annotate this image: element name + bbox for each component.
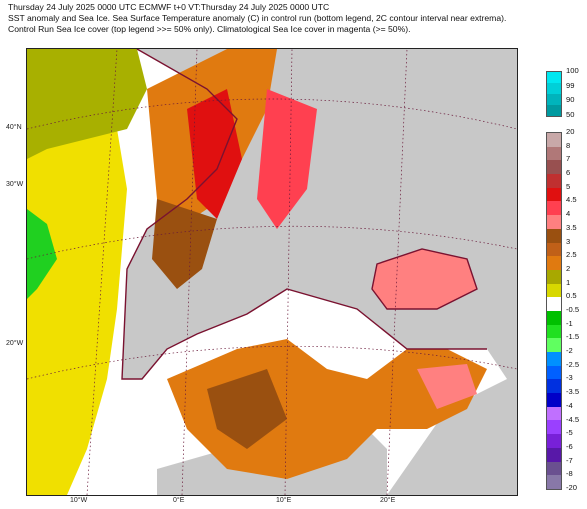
sst-legend-label: 3.5 [566, 222, 577, 232]
ice-legend-label: 50 [566, 110, 575, 119]
lat-label-30w: 30°W [6, 181, 24, 188]
lon-label-10w: 10°W [70, 497, 88, 504]
sst-legend-swatch [547, 215, 561, 229]
sst-legend-label: -3.5 [566, 387, 580, 397]
lon-label-20e: 20°E [380, 497, 396, 504]
sst-legend-swatch [547, 365, 561, 380]
sst-anomaly-map [27, 49, 517, 495]
western-med-anomaly [207, 369, 287, 449]
sst-anomaly-legend [546, 132, 562, 490]
ice-legend-swatch [547, 94, 561, 105]
sst-legend-label: -7 [566, 455, 573, 465]
sst-legend-swatch [547, 174, 561, 188]
ice-legend-label: 90 [566, 95, 575, 105]
sst-legend-swatch [547, 461, 561, 476]
sst-legend-label: 1 [566, 277, 571, 287]
sst-legend-label: 4.5 [566, 195, 577, 205]
negative-anomaly-patch [27, 209, 57, 299]
ice-legend-swatch [547, 83, 561, 94]
sst-legend-swatch [547, 434, 561, 448]
sst-legend-swatch [547, 406, 561, 421]
sst-legend-swatch [547, 324, 561, 339]
lat-label-40n: 40°N [6, 124, 22, 131]
sst-legend-swatch [547, 447, 561, 462]
sst-legend-swatch [547, 310, 561, 325]
black-sea-coastline [371, 248, 478, 310]
lon-label-0e: 0°E [173, 497, 185, 504]
baltic-warm-anomaly [257, 89, 317, 229]
sst-legend-label: -3 [566, 373, 573, 383]
sst-legend-label: -8 [566, 469, 573, 479]
ice-legend-swatch [547, 72, 561, 83]
sst-legend-label: 4 [566, 209, 571, 219]
sst-legend-swatch [547, 146, 561, 161]
sst-legend-label: -2 [566, 346, 573, 356]
sst-legend-label: 0.5 [566, 291, 577, 301]
sst-legend-swatch [547, 187, 561, 202]
sst-legend-swatch [547, 228, 561, 243]
black-sea-anomaly [372, 249, 477, 309]
lat-label-20w: 20°W [6, 340, 24, 347]
sst-legend-swatch [547, 393, 561, 407]
sst-legend-swatch [547, 133, 561, 147]
ice-legend-swatch [547, 105, 561, 116]
sst-legend-label: -5 [566, 428, 573, 438]
celtic-sea-anomaly [152, 199, 217, 289]
sst-legend-label: 20 [566, 127, 575, 136]
north-sea-strong-anomaly [187, 89, 242, 219]
sst-legend-label: -1 [566, 318, 573, 328]
sst-legend-label: 3 [566, 236, 571, 246]
sst-legend-swatch [547, 242, 561, 257]
sst-legend-swatch [547, 379, 561, 394]
sst-legend-swatch [547, 475, 561, 489]
sst-legend-label: -2.5 [566, 359, 580, 369]
sst-legend-label: -4 [566, 400, 573, 410]
sst-legend-label: -0.5 [566, 305, 580, 314]
sst-legend-label: 7 [566, 154, 571, 164]
sst-legend-swatch [547, 338, 561, 352]
sst-legend-swatch [547, 201, 561, 216]
lon-label-10e: 10°E [276, 497, 292, 504]
header-line-1: Thursday 24 July 2025 0000 UTC ECMWF t+0… [8, 2, 330, 12]
header-line-2: SST anomaly and Sea Ice. Sea Surface Tem… [8, 13, 507, 23]
sst-legend-swatch [547, 160, 561, 175]
sst-legend-label: -1.5 [566, 332, 580, 342]
sst-legend-label: 2 [566, 263, 571, 273]
header-line-3: Control Run Sea Ice cover (top legend >>… [8, 24, 411, 34]
atlantic-anomaly-yellow [27, 104, 127, 495]
sst-legend-swatch [547, 352, 561, 366]
graticule [27, 49, 517, 495]
sst-legend-label: 5 [566, 181, 571, 191]
north-atlantic-anomaly [27, 49, 147, 159]
sst-legend-swatch [547, 297, 561, 311]
sst-legend-swatch [547, 283, 561, 298]
sst-legend-swatch [547, 420, 561, 435]
coastline [121, 49, 487, 380]
eastern-med-anomaly [417, 364, 477, 409]
sea-ice-legend [546, 71, 562, 117]
sst-legend-label: 8 [566, 140, 571, 150]
sst-legend-label: 2.5 [566, 250, 577, 260]
sst-legend-swatch [547, 256, 561, 270]
ice-legend-label: 99 [566, 80, 575, 90]
sst-legend-swatch [547, 269, 561, 284]
sst-legend-label: 6 [566, 168, 571, 178]
map-panel [26, 48, 518, 496]
sst-legend-label: -4.5 [566, 414, 580, 424]
sst-legend-label: -6 [566, 441, 573, 451]
ice-legend-label: 100 [566, 66, 579, 75]
sst-legend-label: -20 [566, 483, 577, 492]
